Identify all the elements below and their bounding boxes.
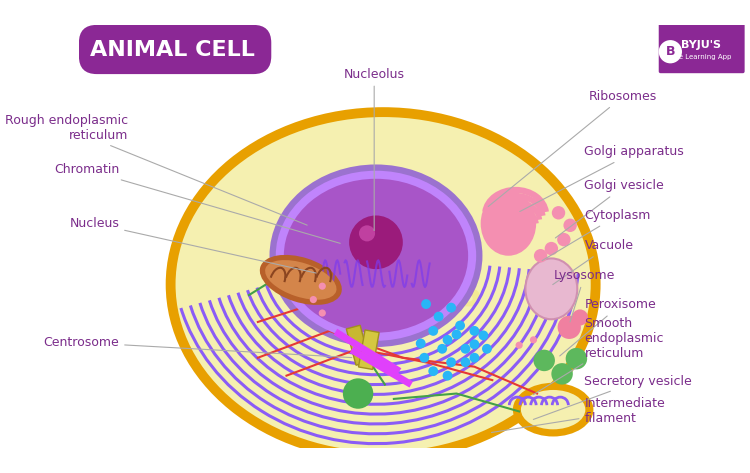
Circle shape <box>442 371 452 381</box>
Circle shape <box>455 321 465 331</box>
Circle shape <box>544 242 558 255</box>
Text: Golgi vesicle: Golgi vesicle <box>555 179 664 238</box>
Circle shape <box>533 350 555 371</box>
Text: Nucleolus: Nucleolus <box>344 68 405 230</box>
Ellipse shape <box>513 383 593 437</box>
Circle shape <box>446 357 456 367</box>
Ellipse shape <box>276 171 476 341</box>
Circle shape <box>452 330 461 340</box>
Text: BYJU'S: BYJU'S <box>341 276 482 314</box>
Text: ANIMAL CELL: ANIMAL CELL <box>90 40 254 60</box>
Circle shape <box>470 353 479 363</box>
Circle shape <box>551 363 573 385</box>
Circle shape <box>460 344 470 354</box>
Circle shape <box>470 340 479 349</box>
Text: Ribosomes: Ribosomes <box>488 90 657 207</box>
Circle shape <box>572 309 588 325</box>
Circle shape <box>310 296 317 303</box>
Text: Smooth
endoplasmic
reticulum: Smooth endoplasmic reticulum <box>533 316 664 395</box>
Text: Intermediate
filament: Intermediate filament <box>491 397 665 432</box>
Text: Cytoplasm: Cytoplasm <box>542 209 651 261</box>
Circle shape <box>557 233 571 246</box>
Text: Secretory vesicle: Secretory vesicle <box>533 375 692 420</box>
Polygon shape <box>358 330 380 369</box>
Circle shape <box>359 225 375 241</box>
Text: Chromatin: Chromatin <box>54 163 340 243</box>
Circle shape <box>470 326 479 336</box>
Circle shape <box>563 219 577 232</box>
Circle shape <box>658 40 682 63</box>
Circle shape <box>343 378 374 409</box>
Polygon shape <box>346 325 370 365</box>
Ellipse shape <box>260 255 342 305</box>
Circle shape <box>319 282 326 290</box>
Circle shape <box>482 344 492 354</box>
Text: Vacuole: Vacuole <box>553 239 634 285</box>
Circle shape <box>350 216 403 269</box>
Circle shape <box>442 335 452 345</box>
Text: Peroxisome: Peroxisome <box>560 298 656 356</box>
Circle shape <box>428 326 438 336</box>
Ellipse shape <box>521 390 585 429</box>
Circle shape <box>419 353 429 363</box>
Circle shape <box>534 249 548 263</box>
Text: Rough endoplasmic
reticulum: Rough endoplasmic reticulum <box>5 114 308 225</box>
Ellipse shape <box>284 179 468 333</box>
FancyBboxPatch shape <box>79 25 272 74</box>
Ellipse shape <box>265 260 337 300</box>
Circle shape <box>515 342 523 349</box>
Ellipse shape <box>526 258 578 319</box>
Circle shape <box>416 339 426 348</box>
Ellipse shape <box>269 165 482 347</box>
Circle shape <box>460 357 470 367</box>
Circle shape <box>422 299 431 309</box>
Circle shape <box>552 206 566 219</box>
Circle shape <box>566 348 587 369</box>
Text: Golgi apparatus: Golgi apparatus <box>520 145 684 211</box>
Ellipse shape <box>481 191 536 256</box>
Text: Nucleus: Nucleus <box>69 217 316 273</box>
Circle shape <box>446 303 456 313</box>
Circle shape <box>557 315 581 339</box>
Ellipse shape <box>166 107 601 462</box>
Circle shape <box>437 344 447 354</box>
Ellipse shape <box>176 117 591 452</box>
Circle shape <box>478 331 488 340</box>
Circle shape <box>433 312 443 322</box>
Circle shape <box>319 309 326 316</box>
Text: The Learning App: The Learning App <box>670 54 731 60</box>
FancyBboxPatch shape <box>658 23 745 73</box>
Text: Lysosome: Lysosome <box>554 269 615 322</box>
Text: Centrosome: Centrosome <box>44 336 352 358</box>
Text: BYJU'S: BYJU'S <box>681 40 721 50</box>
Circle shape <box>428 366 438 376</box>
Circle shape <box>530 336 537 343</box>
Text: B: B <box>665 45 675 58</box>
